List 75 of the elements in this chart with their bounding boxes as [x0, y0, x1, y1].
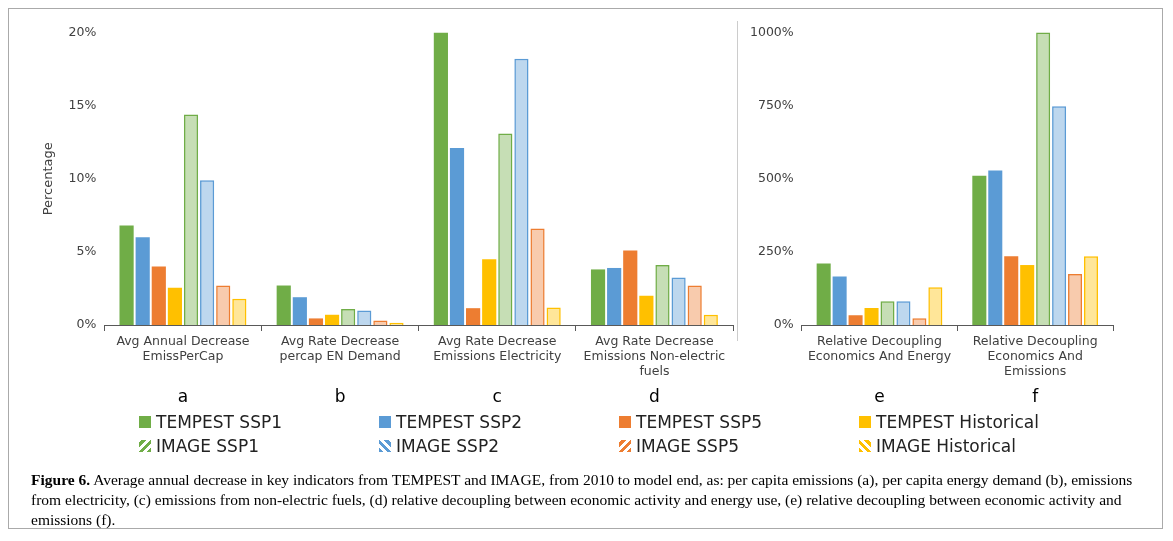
bar	[623, 250, 638, 325]
bar	[482, 259, 497, 325]
legend-label: IMAGE SSP5	[636, 436, 739, 456]
bar	[167, 287, 182, 325]
bar	[1068, 274, 1083, 325]
y-tick-label: 20%	[68, 23, 97, 39]
legend-label: IMAGE Historical	[876, 436, 1016, 456]
legend-label: IMAGE SSP2	[396, 436, 499, 456]
y-tick-label: 1000%	[749, 23, 794, 39]
legend-label: TEMPEST Historical	[876, 412, 1039, 432]
y-tick-label: 750%	[757, 96, 794, 112]
bar	[530, 228, 545, 325]
legend-label: TEMPEST SSP1	[156, 412, 283, 432]
x-tick-label: Avg Rate Decrease percap EN Demand	[279, 332, 401, 363]
bar	[671, 277, 686, 325]
bar	[880, 301, 895, 325]
bar	[514, 58, 529, 325]
x-tick-label: Avg Annual Decrease EmissPerCap	[116, 332, 250, 363]
bar	[832, 276, 847, 325]
y-tick-label: 0%	[76, 316, 97, 332]
bar	[373, 320, 388, 325]
y-tick-label: 10%	[68, 170, 97, 185]
text: c	[492, 386, 502, 407]
legend-label: TEMPEST SSP5	[636, 412, 763, 432]
bar	[607, 267, 622, 325]
bar	[988, 170, 1003, 325]
bar	[912, 318, 927, 325]
bar	[466, 308, 481, 325]
bar	[292, 297, 307, 325]
bar	[687, 285, 702, 325]
bar	[1020, 265, 1035, 325]
bar	[276, 285, 291, 325]
bar	[655, 265, 670, 325]
y-tick-label: 5%	[76, 243, 97, 259]
y-tick-label: 15%	[68, 96, 97, 112]
bar	[232, 298, 247, 325]
bar	[1083, 256, 1099, 325]
bar	[972, 175, 987, 325]
bar	[848, 315, 863, 325]
bar	[183, 114, 199, 325]
bar	[119, 225, 134, 325]
bar	[928, 287, 943, 325]
text: d	[649, 386, 660, 407]
bar	[590, 269, 606, 325]
bar	[151, 266, 166, 325]
y-tick-label: 500%	[757, 170, 794, 185]
bar	[1004, 256, 1019, 325]
legend-label: IMAGE SSP1	[156, 436, 259, 456]
text: f	[1032, 386, 1040, 407]
legend-label: TEMPEST SSP2	[396, 412, 523, 432]
x-tick-label: Relative Decoupling Economics And Energy	[807, 332, 952, 363]
bar	[816, 263, 831, 325]
bar	[639, 295, 654, 325]
bar	[1052, 106, 1067, 325]
x-tick-label: Avg Rate Decrease Emissions Electricity	[433, 332, 562, 363]
x-tick-label: Relative Decoupling Economics And Emissions	[972, 332, 1098, 378]
text: e	[874, 386, 885, 407]
bar	[308, 318, 324, 325]
text: b	[334, 386, 346, 407]
bar	[433, 32, 448, 325]
caption: Figure 6. Average annual decrease in key indicators from TEMPEST and IMAGE, from 2010 to model end, as: per capita emissions (a), per capita energy demand (b), emissions from electricity, (c) emissions from non-electric fuels, (d) relative decoupling between economic activity and energy use, (e) relative decoupling between economic activity and emissions (f).	[31, 470, 1134, 531]
bar	[200, 180, 215, 325]
y-axis-title: Percentage	[40, 142, 56, 216]
bar	[449, 148, 465, 325]
x-tick-label: Avg Rate Decrease Emissions Non-electric fuels	[583, 332, 726, 378]
bar	[135, 237, 150, 325]
y-tick-label: 0%	[773, 316, 794, 332]
bar	[1036, 32, 1051, 325]
y-tick-label: 250%	[757, 243, 794, 259]
bar	[498, 133, 513, 325]
bar	[324, 314, 340, 325]
text: a	[177, 386, 189, 407]
bar	[216, 285, 231, 325]
bar	[864, 308, 879, 325]
bar	[896, 301, 911, 325]
